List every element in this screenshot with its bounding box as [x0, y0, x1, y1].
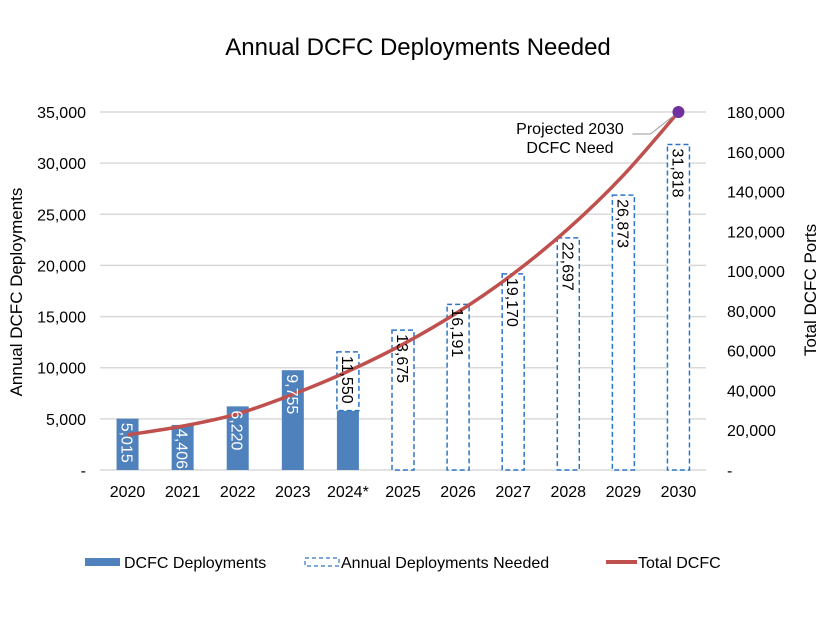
y2-tick-label: 140,000 — [727, 185, 785, 202]
data-labels: 5,015 4,406 6,220 9,755 11,550 13,675 16,191 19… — [118, 149, 686, 470]
x-tick-label: 2029 — [606, 484, 642, 501]
x-tick-label: 2027 — [495, 484, 531, 501]
y2-tick-label: 40,000 — [727, 383, 776, 400]
data-label: 11,550 — [338, 356, 355, 404]
y-tick-label: 35,000 — [37, 105, 86, 122]
annotation-text: DCFC Need — [526, 140, 613, 157]
bar-needed — [336, 351, 360, 412]
y-axis-left: - 5,000 10,000 15,000 20,000 25,000 30,000 35,0… — [37, 105, 86, 480]
y2-tick-label: 20,000 — [727, 423, 776, 440]
y-tick-label: 20,000 — [37, 258, 86, 275]
bar-deployments — [226, 406, 249, 470]
annotation-leader — [632, 111, 679, 135]
legend-swatch-deployments — [85, 558, 120, 566]
bar-needed — [391, 329, 415, 471]
annotation-text: Projected 2030 — [516, 121, 624, 138]
data-label: 6,220 — [228, 410, 245, 450]
y-tick-label: 10,000 — [37, 361, 86, 378]
bar-needed — [611, 194, 636, 471]
legend-label: DCFC Deployments — [124, 555, 266, 572]
y-tick-label: 25,000 — [37, 207, 86, 224]
y2-axis-title: Total DCFC Ports — [801, 224, 820, 356]
bar-needed — [556, 237, 581, 471]
x-tick-label: 2022 — [220, 484, 256, 501]
data-label: 22,697 — [558, 242, 575, 291]
chart-title: Annual DCFC Deployments Needed — [225, 34, 611, 61]
data-label: 9,755 — [283, 374, 300, 414]
y-tick-label: 15,000 — [37, 310, 86, 327]
annotation: Projected 2030 DCFC Need — [516, 106, 685, 157]
line-total-dcfc — [127, 110, 680, 437]
projected-2030-marker — [672, 106, 685, 118]
legend-label: Annual Deployments Needed — [341, 555, 549, 572]
data-label: 16,191 — [448, 308, 465, 357]
x-tick-label: 2025 — [385, 484, 421, 501]
x-tick-label: 2024* — [327, 484, 369, 501]
y2-tick-label: 60,000 — [727, 344, 776, 361]
y-tick-label: 5,000 — [46, 412, 86, 429]
bar-deployments — [171, 424, 194, 470]
data-label: 19,170 — [503, 278, 520, 327]
y2-tick-label: 120,000 — [727, 224, 785, 241]
data-label: 5,015 — [118, 423, 135, 463]
data-label: 4,406 — [173, 429, 190, 469]
bar-deployments — [116, 418, 139, 470]
y-axis-right: - 20,000 40,000 60,000 80,000 100,000 120,000 1… — [727, 105, 785, 480]
data-label: 31,818 — [668, 149, 685, 198]
total-line — [127, 110, 680, 437]
data-label: 26,873 — [613, 199, 630, 248]
y2-tick-label: 160,000 — [727, 145, 785, 162]
y-tick-label: - — [81, 463, 86, 480]
y2-tick-label: 80,000 — [727, 304, 776, 321]
legend: DCFC Deployments Annual Deployments Neede… — [85, 555, 721, 572]
x-tick-label: 2023 — [275, 484, 311, 501]
x-tick-label: 2030 — [661, 484, 697, 501]
legend-swatch-needed — [304, 557, 340, 567]
y2-tick-label: 180,000 — [727, 105, 785, 122]
y2-tick-label: - — [727, 463, 732, 480]
x-tick-label: 2028 — [550, 484, 586, 501]
x-axis: 2020 2021 2022 2023 2024* 2025 2026 2027 2028 202… — [110, 484, 697, 501]
y-axis-title: Annual DCFC Deployments — [7, 188, 26, 397]
data-label: 13,675 — [393, 334, 410, 383]
y2-tick-label: 100,000 — [727, 264, 785, 281]
x-tick-label: 2020 — [110, 484, 146, 501]
y-tick-label: 30,000 — [37, 156, 86, 173]
bar-needed — [666, 143, 691, 471]
x-tick-label: 2021 — [165, 484, 201, 501]
legend-label: Total DCFC — [638, 555, 721, 572]
bar-deployments — [336, 410, 359, 470]
bar-needed — [446, 303, 470, 471]
x-tick-label: 2026 — [440, 484, 476, 501]
